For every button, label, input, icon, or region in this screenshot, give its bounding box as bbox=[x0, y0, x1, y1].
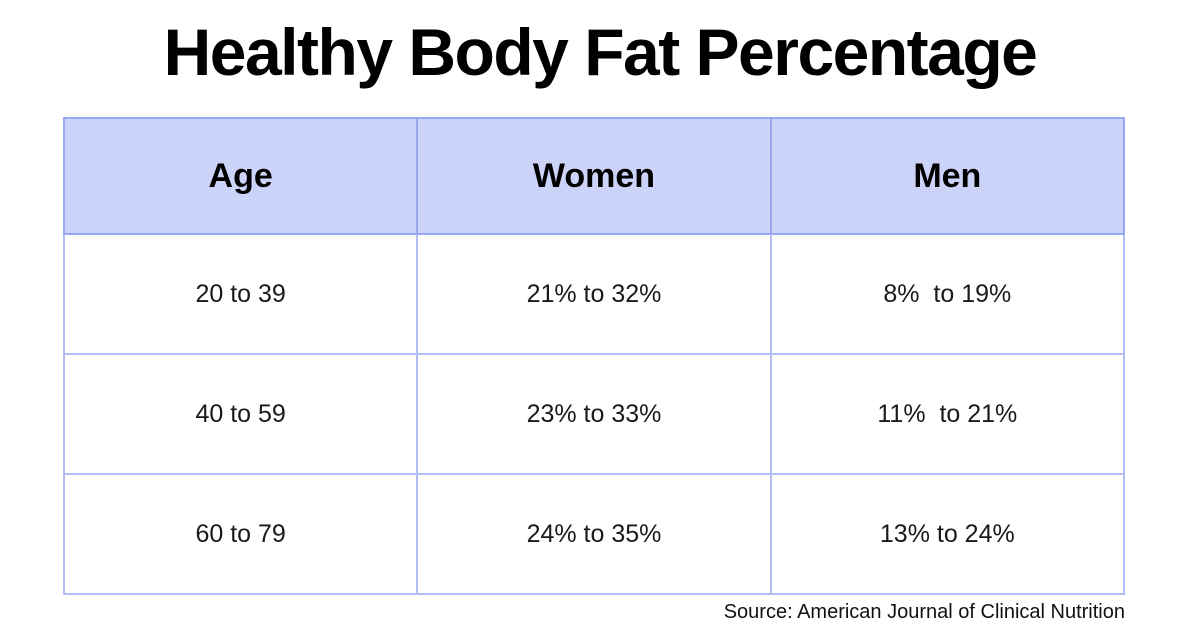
table-header-row: Age Women Men bbox=[62, 117, 1126, 235]
page-title: Healthy Body Fat Percentage bbox=[163, 15, 1038, 89]
table-cell: 21% to 32% bbox=[416, 233, 772, 355]
table-row: 60 to 79 24% to 35% 13% to 24% bbox=[62, 473, 1126, 595]
table-cell: 40 to 59 bbox=[62, 353, 419, 475]
column-header-age: Age bbox=[62, 117, 419, 235]
table-cell: 13% to 24% bbox=[769, 473, 1126, 595]
table-cell: 8% to 19% bbox=[769, 233, 1126, 355]
column-header-women: Women bbox=[416, 117, 772, 235]
table-cell: 60 to 79 bbox=[62, 473, 419, 595]
table-cell: 24% to 35% bbox=[416, 473, 772, 595]
table-row: 40 to 59 23% to 33% 11% to 21% bbox=[62, 353, 1126, 475]
table-cell: 20 to 39 bbox=[62, 233, 419, 355]
table-cell: 23% to 33% bbox=[416, 353, 772, 475]
table-row: 20 to 39 21% to 32% 8% to 19% bbox=[62, 233, 1126, 355]
body-fat-table: Age Women Men 20 to 39 21% to 32% 8% to … bbox=[62, 117, 1126, 595]
column-header-men: Men bbox=[769, 117, 1126, 235]
source-attribution: Source: American Journal of Clinical Nut… bbox=[723, 601, 1125, 623]
table-cell: 11% to 21% bbox=[769, 353, 1126, 475]
